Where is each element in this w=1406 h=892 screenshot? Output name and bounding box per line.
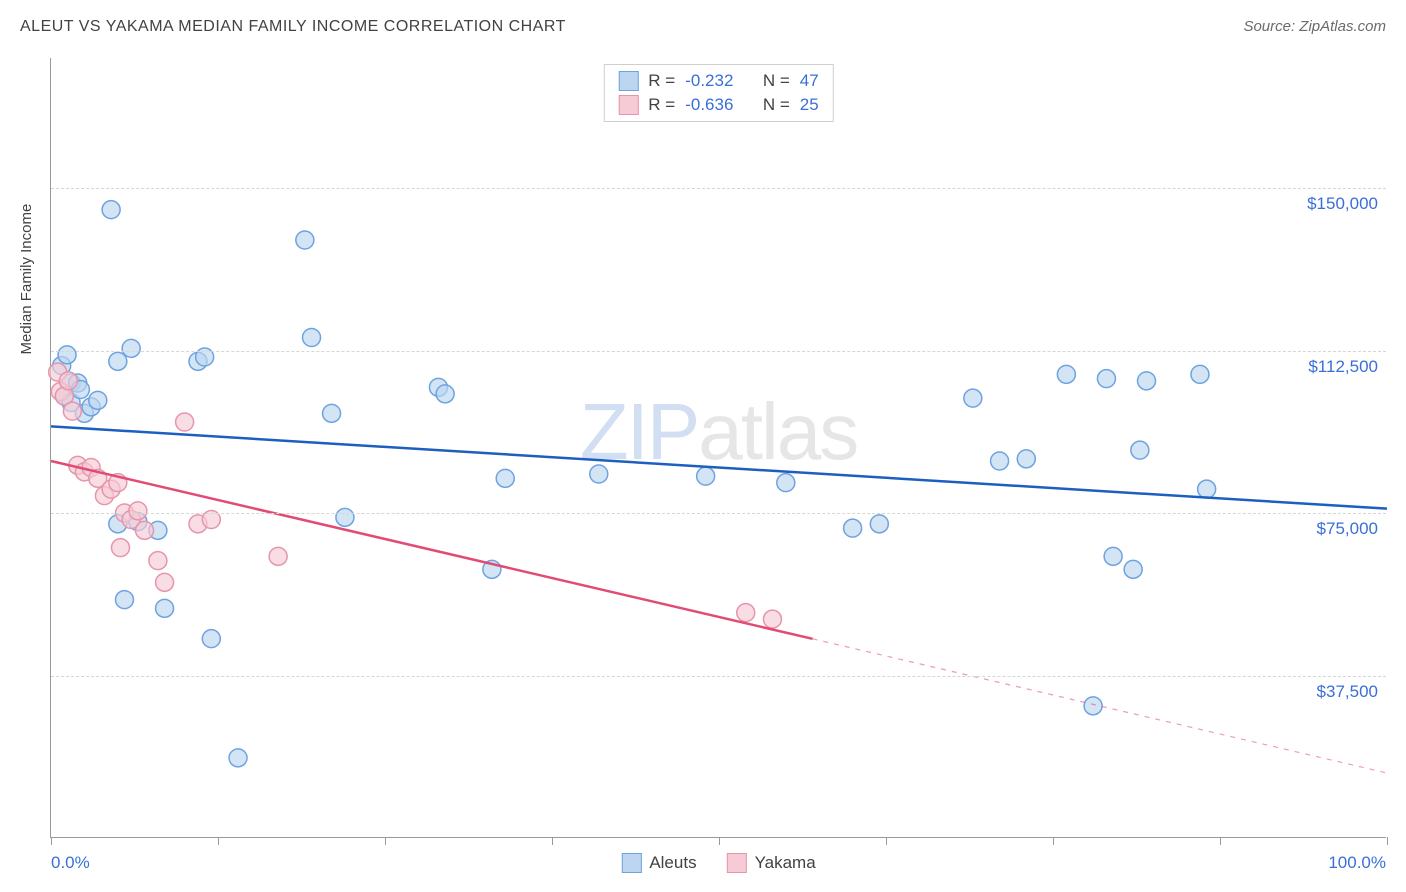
data-point <box>111 539 129 557</box>
legend-swatch <box>727 853 747 873</box>
data-point <box>202 630 220 648</box>
data-point <box>737 604 755 622</box>
y-tick-label: $37,500 <box>1317 682 1378 702</box>
x-tick <box>1053 837 1054 845</box>
gridline <box>51 351 1386 352</box>
legend-label: Aleuts <box>649 853 696 873</box>
y-tick-label: $75,000 <box>1317 519 1378 539</box>
x-tick <box>1220 837 1221 845</box>
x-tick <box>719 837 720 845</box>
data-point <box>1084 697 1102 715</box>
x-tick <box>552 837 553 845</box>
gridline <box>51 513 1386 514</box>
data-point <box>149 552 167 570</box>
data-point <box>129 502 147 520</box>
data-point <box>1191 365 1209 383</box>
x-tick <box>1387 837 1388 845</box>
data-point <box>296 231 314 249</box>
x-tick <box>886 837 887 845</box>
data-point <box>58 346 76 364</box>
data-point <box>991 452 1009 470</box>
data-point <box>1138 372 1156 390</box>
legend-item: Aleuts <box>621 853 696 873</box>
data-point <box>590 465 608 483</box>
gridline <box>51 188 1386 189</box>
page-title: ALEUT VS YAKAMA MEDIAN FAMILY INCOME COR… <box>20 18 566 35</box>
data-point <box>176 413 194 431</box>
data-point <box>102 201 120 219</box>
chart-svg <box>51 58 1386 837</box>
data-point <box>763 610 781 628</box>
x-tick <box>51 837 52 845</box>
x-tick-label: 100.0% <box>1328 853 1386 873</box>
data-point <box>844 519 862 537</box>
data-point <box>156 573 174 591</box>
data-point <box>336 508 354 526</box>
data-point <box>697 467 715 485</box>
data-point <box>964 389 982 407</box>
data-point <box>1097 370 1115 388</box>
y-axis-label: Median Family Income <box>18 204 35 355</box>
trend-line <box>51 426 1387 508</box>
data-point <box>1017 450 1035 468</box>
source-label: Source: ZipAtlas.com <box>1243 18 1386 35</box>
data-point <box>269 547 287 565</box>
y-tick-label: $150,000 <box>1307 194 1378 214</box>
data-point <box>89 391 107 409</box>
data-point <box>323 404 341 422</box>
data-point <box>1131 441 1149 459</box>
x-tick <box>385 837 386 845</box>
data-point <box>303 329 321 347</box>
data-point <box>122 339 140 357</box>
data-point <box>436 385 454 403</box>
data-point <box>1124 560 1142 578</box>
data-point <box>229 749 247 767</box>
data-point <box>496 469 514 487</box>
legend-swatch <box>621 853 641 873</box>
x-tick <box>218 837 219 845</box>
data-point <box>156 599 174 617</box>
data-point <box>115 591 133 609</box>
data-point <box>63 402 81 420</box>
data-point <box>777 474 795 492</box>
data-point <box>1104 547 1122 565</box>
plot-area: ZIPatlas R =-0.232 N =47R =-0.636 N =25 … <box>50 58 1386 838</box>
series-legend: Aleuts Yakama <box>621 853 815 873</box>
x-tick-label: 0.0% <box>51 853 90 873</box>
y-tick-label: $112,500 <box>1308 357 1378 377</box>
data-point <box>136 521 154 539</box>
legend-item: Yakama <box>727 853 816 873</box>
gridline <box>51 676 1386 677</box>
legend-label: Yakama <box>755 853 816 873</box>
data-point <box>59 372 77 390</box>
data-point <box>870 515 888 533</box>
data-point <box>1198 480 1216 498</box>
data-point <box>1057 365 1075 383</box>
